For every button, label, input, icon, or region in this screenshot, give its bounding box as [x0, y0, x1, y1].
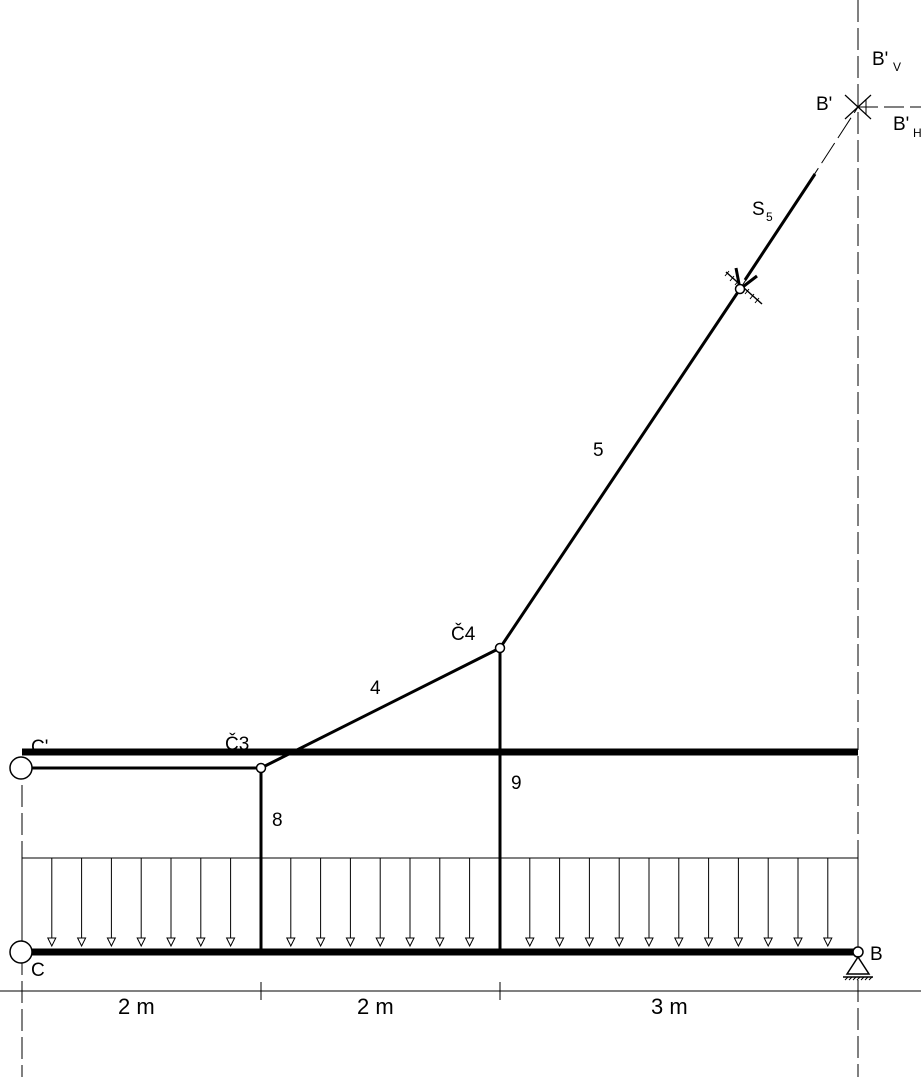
label-bh-sub: H [913, 126, 921, 140]
load-arrow-head [464, 937, 475, 948]
load-arrow-head [763, 937, 774, 948]
load-arrow-head [315, 937, 326, 948]
joint-c4 [494, 642, 506, 654]
load-arrow-head [644, 937, 654, 948]
label-member-8: 8 [272, 810, 283, 831]
label-c-prime: C' [31, 737, 48, 758]
load-arrow-head [375, 937, 386, 948]
label-bv-main: B' [872, 49, 888, 70]
label-s5-main: S [752, 199, 765, 220]
load-arrow-head [614, 937, 625, 948]
dimension-label-2: 2 m [357, 994, 394, 1019]
dimension-label-3: 3 m [651, 994, 688, 1019]
label-c4: Č4 [451, 623, 476, 645]
load-arrow-head [285, 937, 296, 948]
label-bh-main: B' [893, 114, 909, 135]
label-member-4: 4 [370, 678, 381, 699]
joint-s5-end [734, 283, 746, 295]
label-s5-sub: 5 [766, 210, 773, 224]
distributed-load-arrows [46, 858, 833, 948]
pole-c-prime [9, 756, 33, 780]
load-arrow-head [703, 937, 714, 948]
load-arrow-head [524, 937, 535, 948]
load-arrow-head [793, 937, 803, 948]
label-c3: Č3 [225, 733, 249, 755]
load-arrow-head [76, 937, 87, 948]
label-bv-sub: V [893, 60, 901, 74]
support-b [845, 955, 871, 975]
load-arrow-head [225, 937, 236, 948]
load-arrow-head [554, 937, 565, 948]
load-arrow-head [434, 937, 445, 948]
label-c: C [31, 960, 45, 981]
joint-b [852, 946, 864, 958]
label-member-9: 9 [511, 773, 522, 794]
load-arrow-head [673, 937, 684, 948]
load-arrow-head [584, 937, 595, 948]
load-arrow-head [405, 937, 415, 948]
load-arrow-head [822, 937, 833, 948]
label-b: B [870, 944, 883, 965]
pole-c [9, 940, 33, 964]
load-arrow-head [106, 937, 117, 948]
member-5 [498, 288, 742, 649]
load-arrow-head [345, 937, 356, 948]
joint-c3 [255, 762, 267, 774]
label-b-prime: B' [816, 94, 832, 115]
load-arrow-head [733, 937, 744, 948]
member-4 [260, 646, 501, 770]
load-arrow-head [46, 937, 57, 948]
load-arrow-head [195, 937, 206, 948]
support-b-hatch [844, 976, 873, 981]
dimension-label-1: 2 m [118, 994, 155, 1019]
load-arrow-head [136, 937, 147, 948]
load-arrow-head [166, 937, 176, 948]
label-member-5: 5 [593, 440, 604, 461]
s5-arrow-shaft [743, 173, 817, 281]
